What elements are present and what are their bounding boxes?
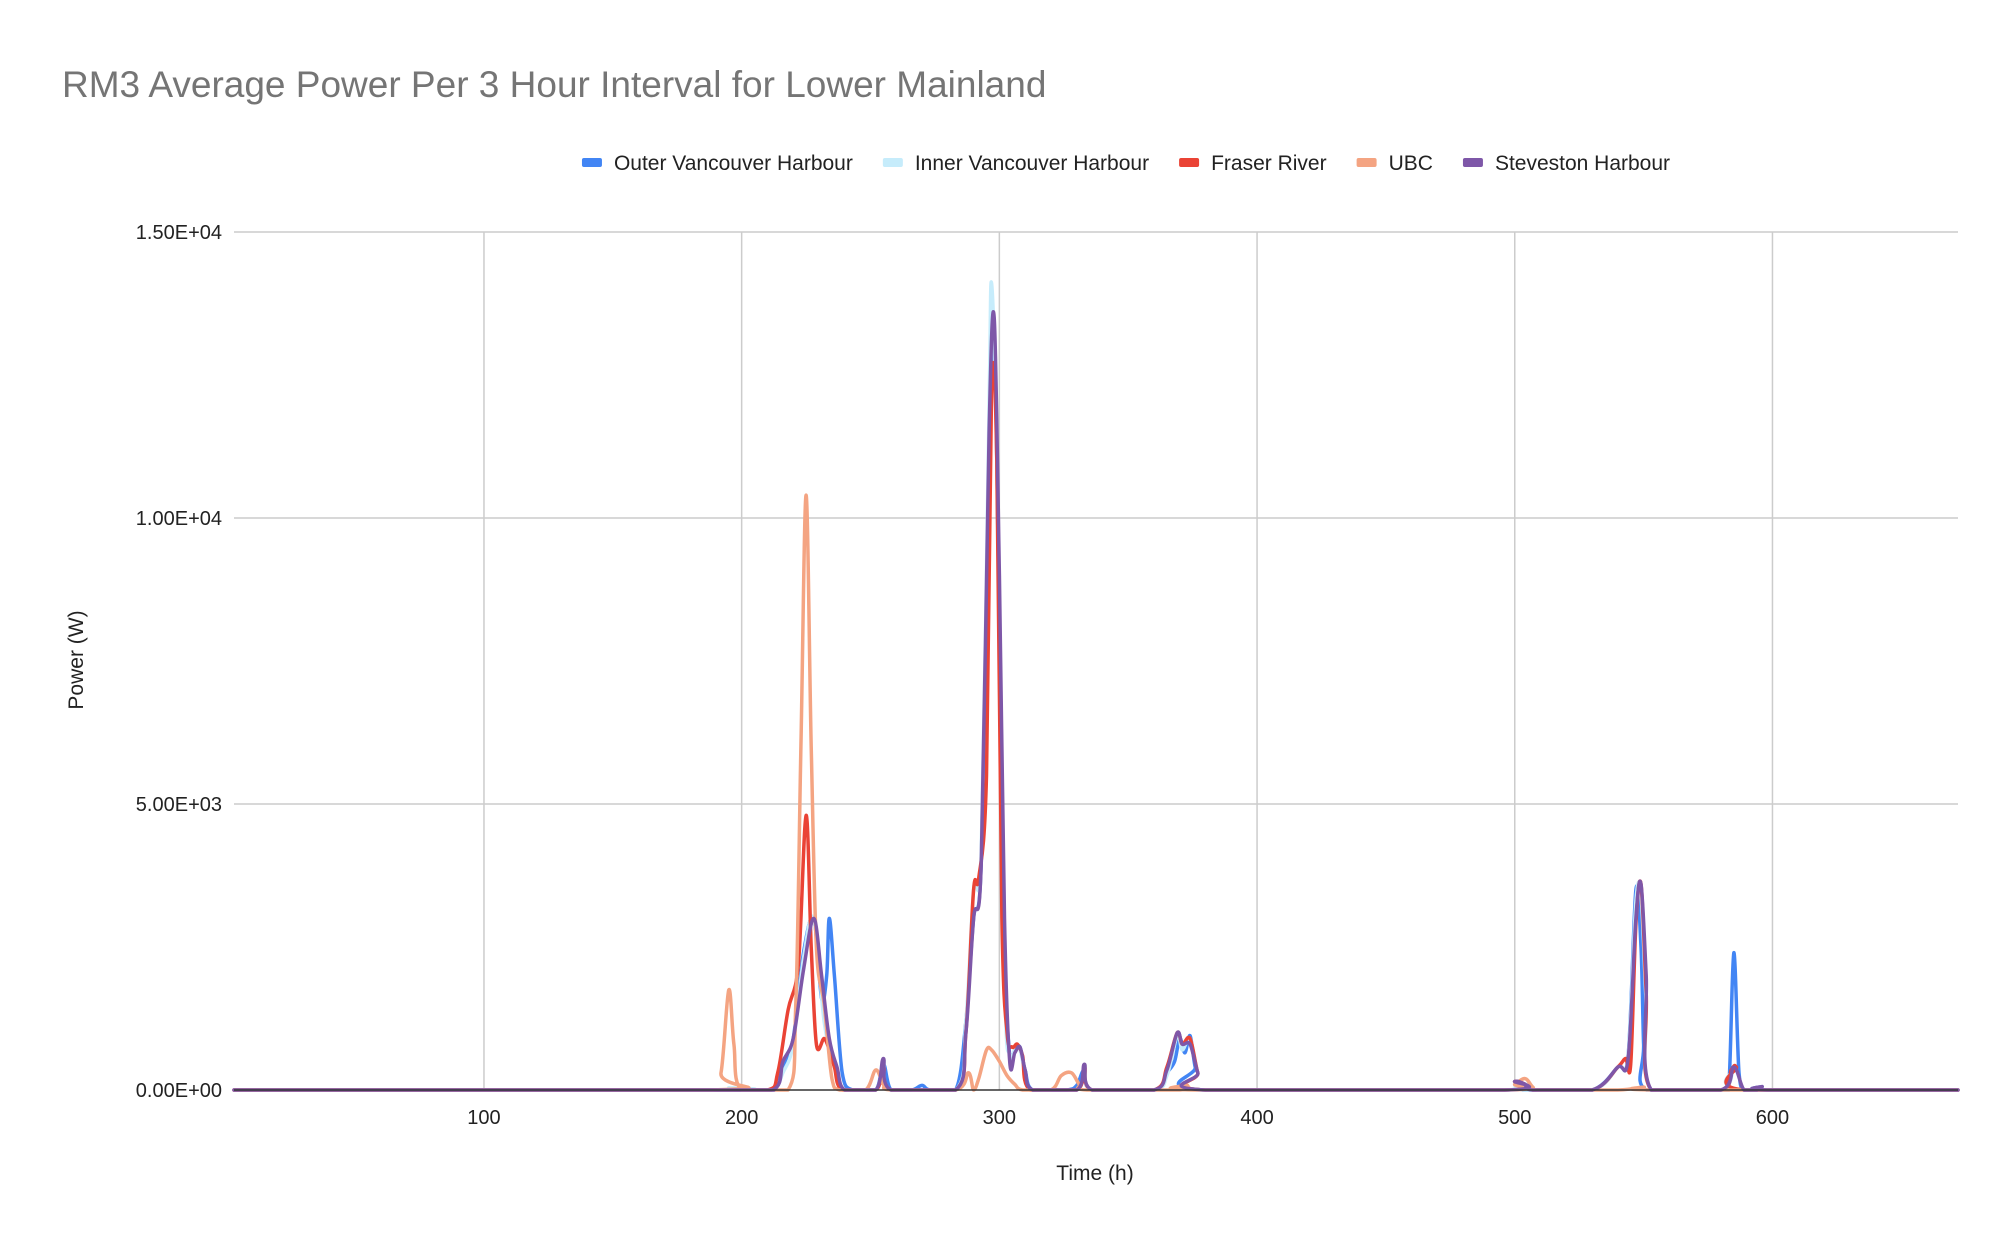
x-tick-label: 400 <box>1240 1107 1273 1129</box>
legend: Outer Vancouver Harbour Inner Vancouver H… <box>581 152 1670 175</box>
x-tick-label: 600 <box>1756 1107 1789 1129</box>
legend-item-ubc[interactable]: UBC <box>1356 152 1433 175</box>
legend-label: Fraser River <box>1211 152 1327 175</box>
y-tick-label: 1.50E+04 <box>136 222 222 244</box>
legend-item-steveston-harbour[interactable]: Steveston Harbour <box>1462 152 1670 175</box>
y-tick-label: 1.00E+04 <box>136 508 222 530</box>
legend-item-outer-vancouver-harbour[interactable]: Outer Vancouver Harbour <box>581 152 853 175</box>
legend-label: Steveston Harbour <box>1495 152 1670 175</box>
grid-lines <box>234 231 1958 1090</box>
x-tick-label: 500 <box>1498 1107 1531 1129</box>
x-tick-label: 300 <box>983 1107 1016 1129</box>
legend-label: Outer Vancouver Harbour <box>614 152 853 175</box>
legend-swatch <box>1356 158 1377 167</box>
chart-title: RM3 Average Power Per 3 Hour Interval fo… <box>62 64 1046 105</box>
series-line-fraser-river <box>232 360 1960 1092</box>
y-tick-label: 0.00E+00 <box>136 1080 222 1102</box>
series-line-steveston-harbour <box>232 310 1960 1092</box>
x-axis-tick-labels: 100 200 300 400 500 600 <box>467 1107 1789 1129</box>
x-tick-label: 200 <box>725 1107 758 1129</box>
legend-swatch <box>581 158 602 167</box>
legend-swatch <box>1462 158 1483 167</box>
legend-swatch <box>1179 158 1200 167</box>
x-axis-title: Time (h) <box>1056 1162 1133 1185</box>
legend-swatch <box>882 158 903 167</box>
y-axis-tick-labels: 0.00E+00 5.00E+03 1.00E+04 1.50E+04 <box>136 222 222 1102</box>
legend-label: UBC <box>1389 152 1433 175</box>
x-tick-label: 100 <box>467 1107 500 1129</box>
y-axis-title: Power (W) <box>65 610 88 709</box>
y-tick-label: 5.00E+03 <box>136 794 222 816</box>
legend-item-fraser-river[interactable]: Fraser River <box>1179 152 1327 175</box>
legend-label: Inner Vancouver Harbour <box>915 152 1149 175</box>
legend-item-inner-vancouver-harbour[interactable]: Inner Vancouver Harbour <box>882 152 1149 175</box>
series-group <box>232 280 1960 1092</box>
